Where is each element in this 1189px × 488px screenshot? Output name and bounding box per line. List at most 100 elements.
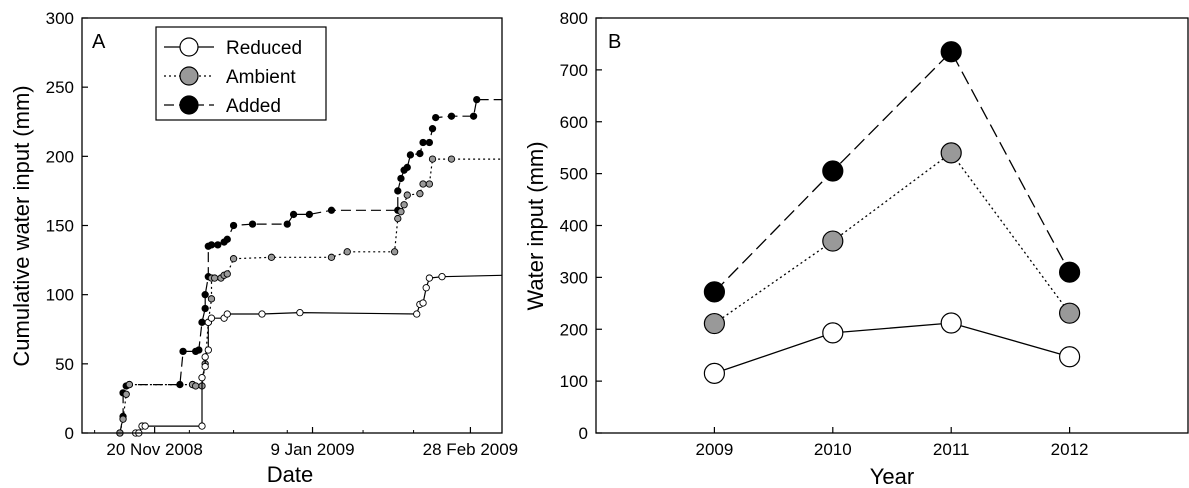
panel-a-point-reduced <box>201 353 209 361</box>
panel-b-point-added-2012 <box>1058 261 1081 283</box>
panel-a-point-added <box>403 163 411 172</box>
panel-b-y-tick-label: 600 <box>560 113 588 132</box>
panel-a-point-reduced <box>296 308 304 317</box>
panel-a-point-ambient <box>447 155 456 163</box>
panel-a-y-tick-label: 300 <box>46 9 74 28</box>
panel-a-line-ambient <box>119 158 502 434</box>
panel-a-label: A <box>92 31 106 53</box>
panel-b-y-tick-label: 200 <box>560 320 588 339</box>
panel-b-x-axis-title: Year <box>870 464 914 488</box>
panel-b-point-reduced-2009 <box>703 362 726 384</box>
panel-a-plot-frame <box>81 17 503 434</box>
panel-a-point-reduced <box>425 274 434 282</box>
panel-a-point-reduced <box>422 284 430 292</box>
panel-a-series <box>94 95 503 437</box>
panel-b-axes: 0 100 200 300 400 500 600 700 800 2009 2010 2011 201… <box>560 9 1089 459</box>
panel-a-point-added <box>397 174 405 183</box>
panel-b-label: B <box>608 31 621 53</box>
panel-a-point-ambient <box>400 201 408 209</box>
panel-b-plot-frame <box>595 17 1189 434</box>
panel-a-point-added <box>198 318 206 326</box>
panel-a-point-reduced <box>198 422 206 430</box>
panel-a-point-added <box>201 304 209 313</box>
panel-b: 0 100 200 300 400 500 600 700 800 2009 2010 2011 201… <box>523 9 1189 488</box>
panel-b-x-tick-label: 2011 <box>933 440 970 459</box>
panel-b-point-added-2009 <box>703 281 726 303</box>
panel-a-point-added <box>416 149 424 158</box>
panel-a-point-reduced <box>207 314 216 322</box>
panel-a-point-reduced <box>204 346 212 354</box>
panel-b-point-ambient-2009 <box>703 312 726 335</box>
panel-a-point-ambient <box>327 253 336 261</box>
panel-a-line-reduced <box>135 274 503 434</box>
panel-b-y-tick-label: 500 <box>560 165 588 184</box>
panel-a-point-ambient <box>229 255 238 263</box>
panel-a-point-reduced <box>141 422 149 430</box>
panel-a-point-ambient <box>419 180 427 188</box>
panel-a-point-added <box>419 138 427 147</box>
panel-a-point-added <box>305 210 314 219</box>
panel-b-point-ambient-2010 <box>822 230 844 252</box>
panel-a-y-tick-label: 50 <box>55 355 74 374</box>
panel-b-line-added <box>713 50 1071 293</box>
panel-b-y-tick-label: 0 <box>579 424 588 443</box>
panel-a-y-tick-label: 250 <box>46 78 74 97</box>
panel-a-point-added <box>248 220 257 228</box>
panel-a-point-added <box>394 187 402 195</box>
panel-a-point-added <box>214 241 222 249</box>
panel-a-point-reduced <box>201 362 209 371</box>
panel-a-point-ambient <box>267 253 276 261</box>
legend-ambient-marker <box>179 66 199 86</box>
panel-a-point-added <box>447 112 456 120</box>
legend-item-added: Added <box>164 95 281 117</box>
panel-b-x-tick-label: 2010 <box>814 440 852 459</box>
panel-a-point-ambient <box>425 180 434 188</box>
panel-a-point-added <box>425 138 434 147</box>
panel-a-point-reduced <box>223 310 231 318</box>
panel-a-point-added <box>223 235 231 243</box>
panel-a-x-tick-label: 9 Jan 2009 <box>270 440 354 459</box>
panel-a-point-reduced <box>438 273 446 281</box>
panel-a-legend: Reduced Ambient Added <box>155 26 327 121</box>
panel-a-point-ambient <box>125 380 134 389</box>
panel-b-x-tick-label: 2009 <box>695 440 733 459</box>
panel-a-axes: 0 50 100 150 200 250 300 20 Nov 2008 9 Jan 2009 2… <box>46 9 519 459</box>
panel-b-point-added-2011 <box>940 41 962 63</box>
panel-b-line-reduced <box>714 322 1070 374</box>
panel-a-point-added <box>469 112 478 120</box>
panel-b-point-ambient-2011 <box>940 142 962 164</box>
panel-b-point-reduced-2011 <box>940 312 962 334</box>
panel-b-y-tick-label: 700 <box>560 61 588 80</box>
legend-reduced-marker <box>179 37 199 57</box>
panel-a-point-ambient <box>403 191 411 199</box>
panel-a-x-tick-label: 20 Nov 2008 <box>106 440 202 459</box>
panel-a-point-reduced <box>198 374 206 382</box>
panel-a-point-added <box>327 206 336 214</box>
panel-a-y-tick-label: 150 <box>46 217 74 236</box>
panel-a-point-ambient <box>119 415 127 423</box>
panel-a-point-ambient <box>122 390 130 398</box>
panel-a-point-ambient <box>394 214 402 223</box>
panel-b-point-reduced-2012 <box>1058 346 1081 368</box>
panel-b-y-tick-label: 300 <box>560 268 588 287</box>
panel-a-y-axis-title: Cumulative water input (mm) <box>9 85 34 366</box>
legend-added-marker <box>179 95 199 115</box>
panel-a-x-tick-label: 28 Feb 2009 <box>423 440 518 459</box>
panel-a-x-axis-title: Date <box>267 462 313 487</box>
panel-a-point-added <box>179 347 187 356</box>
panel-a-point-ambient <box>210 274 219 282</box>
panel-b-point-ambient-2012 <box>1058 302 1081 324</box>
panel-a-point-added <box>406 151 415 159</box>
panel-b-line-ambient <box>714 151 1071 325</box>
panel-b-y-tick-label: 100 <box>560 372 588 391</box>
panel-a-point-reduced <box>413 310 421 318</box>
panel-a-point-reduced <box>258 310 266 318</box>
panel-a-point-ambient <box>207 295 216 303</box>
panel-a-point-ambient <box>343 248 351 256</box>
panel-a-point-added <box>289 210 298 219</box>
legend-item-reduced: Reduced <box>164 37 302 59</box>
panel-a-point-ambient <box>192 382 200 390</box>
panel-a-point-ambient <box>428 155 437 163</box>
panel-a-point-ambient <box>390 248 399 256</box>
panel-a-point-added <box>207 241 216 249</box>
